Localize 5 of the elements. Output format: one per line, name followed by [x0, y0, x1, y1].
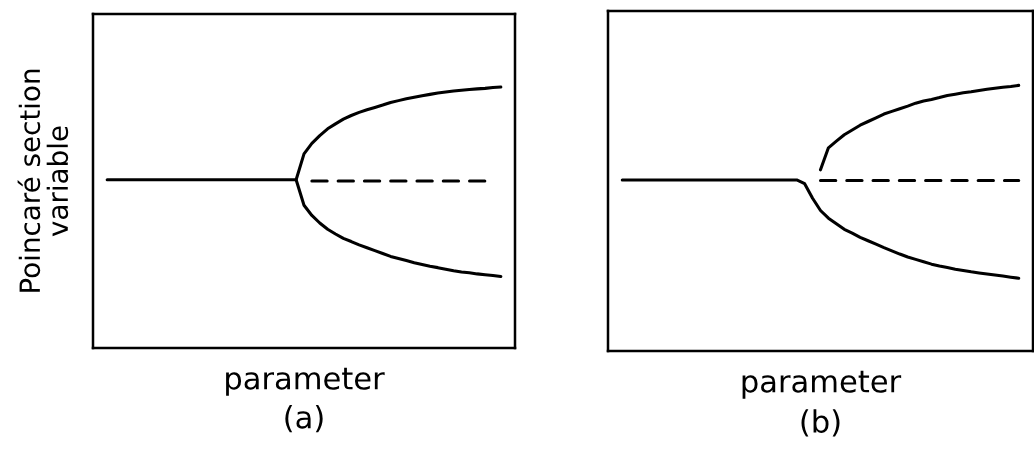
x-axis-title: parameter [742, 370, 902, 399]
y-axis-title: Poincaré section variable [17, 69, 69, 292]
text: (a) [285, 405, 323, 433]
text: (b) [801, 409, 840, 437]
x-axis-title: parameter [226, 367, 385, 396]
